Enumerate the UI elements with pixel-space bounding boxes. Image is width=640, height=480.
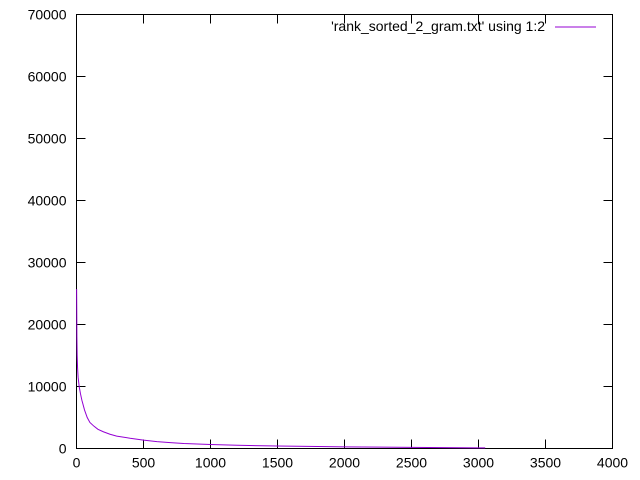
plot-frame bbox=[76, 14, 613, 449]
series-layer bbox=[76, 289, 486, 449]
y-tick-label: 10000 bbox=[28, 379, 67, 395]
x-tick-label: 2000 bbox=[329, 455, 360, 471]
x-tick-label: 1000 bbox=[195, 455, 226, 471]
y-tick-label: 40000 bbox=[28, 193, 67, 209]
y-axis: 0 10000 20000 30000 40000 50000 60000 70000 bbox=[28, 7, 613, 457]
x-tick-label: 500 bbox=[132, 455, 156, 471]
x-tick-label: 1500 bbox=[262, 455, 293, 471]
legend-label: 'rank_sorted_2_gram.txt' using 1:2 bbox=[331, 18, 545, 34]
y-tick-label: 50000 bbox=[28, 131, 67, 147]
y-tick-label: 20000 bbox=[28, 317, 67, 333]
y-tick-label: 0 bbox=[59, 441, 67, 457]
x-axis: 0 500 1000 1500 2000 2500 3000 3500 4000 bbox=[73, 14, 628, 471]
x-tick-label: 3000 bbox=[463, 455, 494, 471]
y-tick-label: 30000 bbox=[28, 255, 67, 271]
x-tick-label: 3500 bbox=[530, 455, 561, 471]
legend: 'rank_sorted_2_gram.txt' using 1:2 bbox=[331, 18, 596, 34]
x-tick-label: 4000 bbox=[597, 455, 628, 471]
y-tick-label: 60000 bbox=[28, 69, 67, 85]
x-tick-label: 2500 bbox=[396, 455, 427, 471]
series-line bbox=[76, 289, 486, 449]
x-tick-label: 0 bbox=[73, 455, 81, 471]
y-tick-label: 70000 bbox=[28, 7, 67, 23]
